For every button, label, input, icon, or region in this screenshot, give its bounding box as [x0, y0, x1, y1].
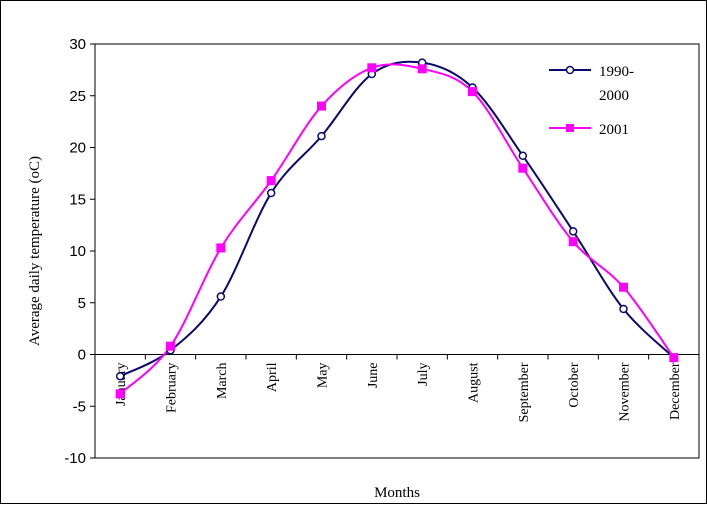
y-tick-label: 0 [78, 347, 86, 364]
y-tick-label: 20 [69, 140, 86, 157]
series-point-2001 [266, 176, 276, 186]
series-point-1990-2000 [216, 292, 226, 301]
x-category-label: April [265, 362, 280, 392]
x-category-label: December [668, 362, 683, 420]
series-point-2001 [317, 101, 326, 111]
series-point-2001 [518, 163, 528, 173]
series-line-0 [119, 60, 675, 378]
legend-marker-1990-2000 [565, 65, 575, 75]
y-tick-label: 25 [69, 88, 86, 105]
series-point-1990-2000 [619, 304, 628, 314]
x-axis-title: Months [374, 485, 420, 501]
series-point-2001 [115, 389, 125, 399]
legend-marker-2001 [566, 124, 574, 132]
series-point-2001 [367, 63, 377, 73]
x-category-label: May [316, 363, 331, 389]
series-point-1990-2000 [266, 188, 276, 198]
plot-area [94, 43, 700, 459]
series-point-2001 [568, 237, 578, 247]
legend: 1990- 2000 2001 [549, 64, 634, 138]
series-point-2001 [669, 353, 679, 363]
x-category-label: January [114, 363, 129, 407]
series-point-2001 [166, 341, 175, 351]
legend-label-1990-2000: 2000 [599, 88, 629, 104]
legend-label-2001: 2001 [599, 122, 629, 138]
series-point-2001 [216, 243, 226, 253]
legend-label-1990-2000: 1990- [599, 64, 634, 80]
series-line-1 [119, 63, 675, 395]
y-tick-label: 30 [69, 36, 86, 53]
x-category-label: March [215, 363, 230, 400]
series-point-1990-2000 [568, 227, 578, 236]
y-tick-label: -5 [73, 398, 86, 415]
x-category-label: October [567, 362, 582, 407]
x-category-label: September [517, 362, 532, 422]
y-tick-label: 15 [69, 191, 86, 208]
x-category-label: August [467, 362, 482, 403]
series-point-2001 [417, 64, 427, 74]
x-category-label: February [165, 363, 180, 414]
x-category-label: July [416, 363, 431, 386]
y-tick-label: 10 [69, 243, 86, 260]
series-point-2001 [619, 282, 628, 292]
series-point-1990-2000 [115, 371, 125, 381]
x-category-label: June [366, 363, 381, 389]
x-category-label: November [618, 362, 633, 421]
series-point-1990-2000 [317, 131, 326, 141]
y-tick-label: -10 [64, 450, 86, 467]
series-point-1990-2000 [518, 151, 528, 161]
y-axis-title: Average daily temperature (oC) [27, 156, 43, 346]
y-tick-label: 5 [78, 295, 86, 312]
series-point-2001 [468, 87, 477, 97]
